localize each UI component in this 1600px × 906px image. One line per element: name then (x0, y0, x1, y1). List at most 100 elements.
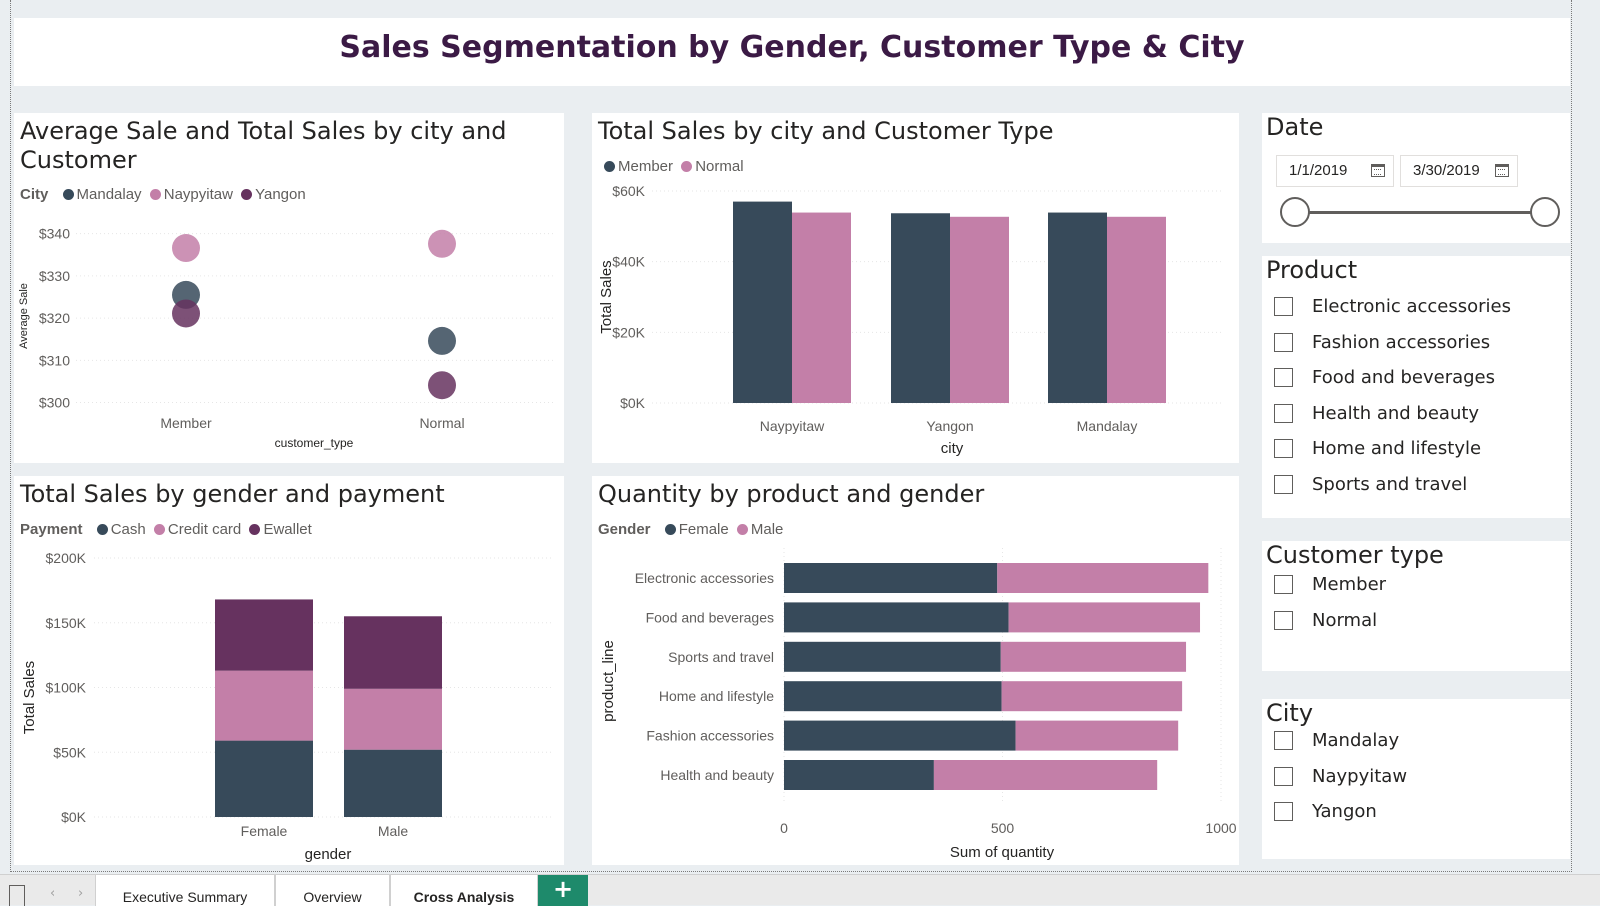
customer-type-visual[interactable]: Total Sales by city and Customer Type Me… (592, 113, 1239, 463)
product-gender-visual[interactable]: Quantity by product and gender Gender Fe… (592, 476, 1239, 865)
date-range-start-handle[interactable] (1280, 197, 1310, 227)
legend-item[interactable]: Female (678, 521, 729, 538)
product-slicer[interactable]: Product Electronic accessories Fashion a… (1262, 256, 1570, 518)
customer-type-chart[interactable]: $0K $20K $40K $60K Naypyitaw Yangon Mandalay ci… (592, 113, 1239, 463)
option-label: Naypyitaw (1312, 765, 1408, 787)
product-option[interactable]: Food and beverages (1274, 360, 1511, 396)
tab-overview[interactable]: Overview (275, 875, 390, 906)
stacked-bar-segment[interactable] (215, 670, 313, 741)
bar[interactable] (1048, 212, 1107, 403)
legend-marker (96, 524, 108, 535)
bar[interactable] (891, 213, 950, 403)
legend-item[interactable]: Normal (695, 158, 744, 175)
bar[interactable] (733, 201, 792, 403)
end-date-input[interactable]: 3/30/2019 (1400, 155, 1518, 187)
product-option[interactable]: Fashion accessories (1274, 325, 1511, 361)
calendar-icon[interactable] (1495, 164, 1509, 177)
stacked-bar-segment[interactable] (1008, 602, 1201, 633)
bar[interactable] (1107, 216, 1166, 403)
scatter-point[interactable] (172, 234, 200, 263)
legend-item[interactable]: Mandalay (76, 186, 142, 203)
customer-type-option[interactable]: Member (1274, 567, 1386, 603)
stacked-bar-segment[interactable] (1000, 641, 1187, 672)
legend-item[interactable]: Yangon (255, 186, 306, 203)
gender-payment-visual[interactable]: Total Sales by gender and payment Paymen… (14, 476, 564, 865)
visual-title: Average Sale and Total Sales by city and… (20, 117, 506, 175)
scatter-point[interactable] (428, 229, 456, 258)
checkbox[interactable] (1274, 575, 1293, 595)
product-option[interactable]: Home and lifestyle (1274, 431, 1511, 467)
city-option[interactable]: Yangon (1274, 794, 1407, 830)
scatter-chart[interactable]: $300 $310 $320 $330 $340 Member Normal customer… (14, 113, 564, 463)
option-label: Health and beauty (1312, 402, 1480, 424)
bar[interactable] (792, 212, 851, 403)
customer-type-option[interactable]: Normal (1274, 603, 1386, 639)
city-option[interactable]: Naypyitaw (1274, 759, 1407, 795)
checkbox[interactable] (1274, 610, 1293, 630)
stacked-bar-segment[interactable] (784, 720, 1016, 751)
y-axis-title: product_line (600, 640, 617, 722)
start-date-input[interactable]: 1/1/2019 (1276, 155, 1394, 187)
scatter-point[interactable] (428, 371, 456, 400)
checkbox[interactable] (1274, 474, 1293, 494)
checkbox[interactable] (1274, 403, 1293, 423)
stacked-bar-segment[interactable] (784, 681, 1002, 712)
product-option[interactable]: Electronic accessories (1274, 289, 1511, 325)
legend-item[interactable]: Naypyitaw (163, 186, 233, 203)
y-tick-label: $20K (612, 324, 645, 340)
stacked-bar-segment[interactable] (784, 641, 1001, 672)
checkbox[interactable] (1274, 332, 1293, 352)
legend-item[interactable]: Credit card (167, 521, 242, 538)
scatter-visual[interactable]: Average Sale and Total Sales by city and… (14, 113, 564, 463)
stacked-bar-segment[interactable] (784, 760, 934, 790)
bar[interactable] (950, 216, 1009, 403)
stacked-bar-segment[interactable] (1001, 681, 1183, 712)
date-range-end-handle[interactable] (1530, 197, 1560, 227)
x-axis-title: Sum of quantity (950, 844, 1055, 861)
tab-scroll-left-icon[interactable]: ‹ (50, 886, 56, 901)
stacked-bar-segment[interactable] (344, 688, 442, 750)
checkbox[interactable] (1274, 368, 1293, 388)
tab-scroll-right-icon[interactable]: › (78, 886, 84, 901)
city-option[interactable]: Mandalay (1274, 723, 1407, 759)
slicer-title: Customer type (1266, 541, 1444, 569)
tab-executive-summary[interactable]: Executive Summary (95, 875, 275, 906)
x-tick-label: Naypyitaw (760, 418, 825, 434)
customer-type-slicer[interactable]: Customer type Member Normal (1262, 541, 1570, 671)
stacked-bar-segment[interactable] (215, 599, 313, 671)
page-view-toggle-icon[interactable] (9, 885, 25, 906)
stacked-bar-segment[interactable] (933, 760, 1158, 790)
stacked-bar-segment[interactable] (215, 740, 313, 817)
stacked-bar-segment[interactable] (344, 749, 442, 817)
option-label: Yangon (1312, 801, 1377, 823)
slicer-title: Product (1266, 256, 1358, 284)
stacked-bar-segment[interactable] (784, 563, 998, 593)
product-option[interactable]: Sports and travel (1274, 467, 1511, 503)
scatter-point[interactable] (428, 326, 456, 355)
checkbox[interactable] (1274, 731, 1293, 751)
checkbox[interactable] (1274, 297, 1293, 317)
calendar-icon[interactable] (1371, 164, 1385, 177)
city-slicer[interactable]: City Mandalay Naypyitaw Yangon (1262, 699, 1570, 859)
legend-item[interactable]: Male (750, 521, 784, 538)
legend-item[interactable]: Cash (110, 521, 146, 538)
add-page-button[interactable]: + (538, 875, 588, 906)
scatter-point[interactable] (172, 299, 200, 328)
stacked-bar-segment[interactable] (1015, 720, 1179, 751)
x-tick-label: 500 (991, 820, 1015, 836)
date-slicer[interactable]: Date 1/1/2019 3/30/2019 (1262, 113, 1570, 243)
stacked-bar-segment[interactable] (784, 602, 1009, 633)
legend-item[interactable]: Member (618, 158, 674, 175)
product-gender-chart[interactable]: 0 500 1000 Electronic accessories Food and b… (592, 476, 1239, 865)
checkbox[interactable] (1274, 766, 1293, 786)
product-option[interactable]: Health and beauty (1274, 396, 1511, 432)
tab-cross-analysis[interactable]: Cross Analysis (390, 875, 538, 906)
legend-item[interactable]: Ewallet (263, 521, 312, 538)
checkbox[interactable] (1274, 802, 1293, 822)
checkbox[interactable] (1274, 439, 1293, 459)
stacked-bar-segment[interactable] (344, 616, 442, 689)
stacked-bar-segment[interactable] (997, 563, 1209, 593)
legend-marker (241, 189, 253, 200)
date-range-track[interactable] (1298, 211, 1546, 214)
